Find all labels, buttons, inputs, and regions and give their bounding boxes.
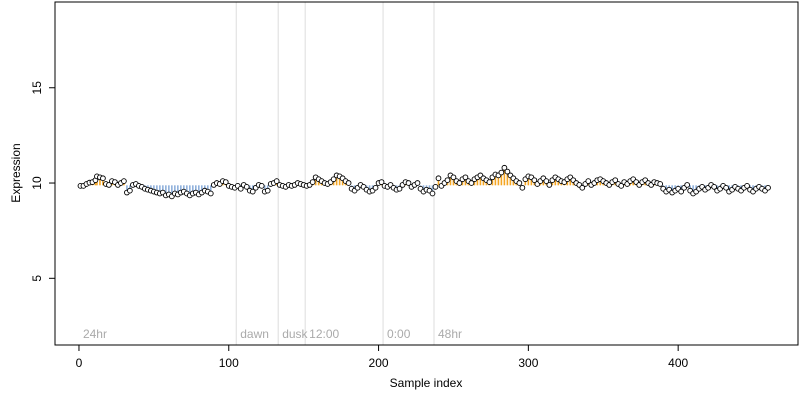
data-point [501,164,508,171]
data-point [249,188,256,195]
x-tick-label: 200 [369,356,389,370]
time-marker-label: dusk [282,327,308,341]
data-point [345,180,352,186]
data-point [207,190,214,197]
data-point [309,179,316,185]
data-point [432,183,439,190]
data-point [127,187,133,194]
data-point [612,177,619,184]
data-point [531,177,538,184]
time-marker-labels: 24hr dawn dusk 12:00 0:00 48hr [83,327,462,341]
data-point [429,190,436,197]
x-axis-label: Sample index [390,376,463,390]
data-point [543,178,550,184]
y-axis-label: Expression [9,143,23,202]
data-point [121,178,127,184]
data-point [378,179,385,185]
data-point [405,180,412,186]
y-tick-label: 5 [30,275,44,282]
time-marker-label: 0:00 [387,327,411,341]
y-tick-label: 10 [30,176,44,190]
time-marker-label: 24hr [83,327,107,341]
data-point [723,184,729,191]
time-marker-label: 48hr [438,327,462,341]
data-point [222,179,229,185]
data-point [684,182,690,188]
data-point [585,178,592,184]
data-point [444,177,451,184]
data-point [435,175,442,182]
y-axis: 5 10 15 [30,81,56,282]
data-points [77,164,771,200]
time-marker-label: dawn [240,327,269,341]
data-point [243,183,250,190]
data-point [618,183,625,189]
data-point [330,176,337,183]
x-tick-label: 400 [668,356,688,370]
x-tick-label: 100 [219,356,239,370]
data-point [258,183,265,189]
data-point [456,180,463,186]
data-point [678,188,685,195]
data-point [468,180,475,186]
time-marker-lines [235,2,435,345]
data-point [498,169,505,176]
data-point [264,187,271,194]
time-marker-label: 12:00 [309,327,339,341]
data-point [273,178,280,184]
data-point [546,182,553,188]
data-point [414,180,421,186]
data-point [504,168,511,175]
x-tick-label: 300 [518,356,538,370]
data-point [237,185,244,192]
data-point [486,179,493,185]
data-point [744,183,750,189]
x-axis: 0 100 200 300 400 [76,344,688,370]
data-point [657,181,664,187]
data-point [450,174,457,181]
data-point [106,182,112,188]
data-point [579,184,586,191]
data-point [462,174,469,181]
x-tick-label: 0 [76,356,83,370]
data-point [765,184,771,191]
data-point [711,183,717,190]
data-point [372,184,379,191]
data-point [516,180,523,186]
plot-frame [54,1,799,346]
y-tick-label: 15 [30,81,44,95]
data-point [100,175,106,182]
data-point [519,184,526,191]
data-point [396,185,403,192]
